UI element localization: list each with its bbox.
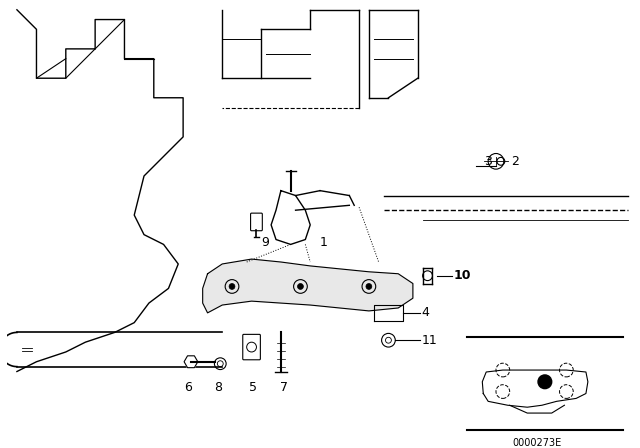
Circle shape <box>298 284 303 289</box>
Polygon shape <box>203 259 413 313</box>
Circle shape <box>229 284 235 289</box>
Circle shape <box>366 284 372 289</box>
Text: 11: 11 <box>422 334 437 347</box>
Text: 9: 9 <box>261 236 269 249</box>
Text: 8: 8 <box>214 381 222 394</box>
Text: 10: 10 <box>454 269 472 282</box>
Text: 1: 1 <box>320 236 328 249</box>
FancyBboxPatch shape <box>251 213 262 231</box>
Text: 3: 3 <box>484 155 492 168</box>
Text: 4: 4 <box>422 306 429 319</box>
Text: 6: 6 <box>184 381 192 394</box>
Text: 2: 2 <box>511 155 518 168</box>
Text: 7: 7 <box>280 381 288 394</box>
Text: 0000273E: 0000273E <box>513 438 562 448</box>
Circle shape <box>538 375 552 388</box>
Polygon shape <box>184 356 198 368</box>
FancyBboxPatch shape <box>243 334 260 360</box>
Text: 5: 5 <box>248 381 257 394</box>
